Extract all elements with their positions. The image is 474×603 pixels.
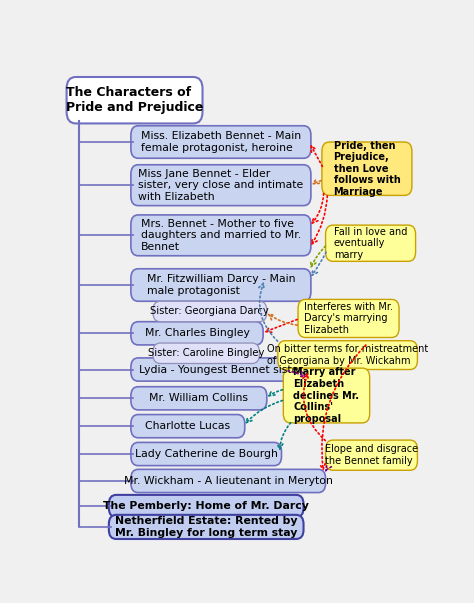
- FancyBboxPatch shape: [131, 469, 326, 493]
- FancyBboxPatch shape: [278, 341, 418, 370]
- FancyBboxPatch shape: [131, 387, 267, 410]
- FancyBboxPatch shape: [109, 495, 303, 517]
- Text: Mr. Fitzwilliam Darcy - Main
male protagonist: Mr. Fitzwilliam Darcy - Main male protag…: [146, 274, 295, 296]
- Text: Netherfield Estate: Rented by
Mr. Bingley for long term stay: Netherfield Estate: Rented by Mr. Bingle…: [115, 516, 298, 538]
- FancyBboxPatch shape: [131, 269, 311, 302]
- FancyBboxPatch shape: [131, 165, 311, 206]
- FancyBboxPatch shape: [298, 300, 399, 338]
- Text: Fall in love and
eventually
marry: Fall in love and eventually marry: [334, 227, 407, 260]
- FancyBboxPatch shape: [326, 225, 416, 261]
- Text: The Characters of
Pride and Prejudice: The Characters of Pride and Prejudice: [66, 86, 203, 114]
- FancyBboxPatch shape: [131, 358, 311, 381]
- Text: Lady Catherine de Bourgh: Lady Catherine de Bourgh: [135, 449, 278, 459]
- FancyBboxPatch shape: [66, 77, 202, 124]
- Text: Mr. Charles Bingley: Mr. Charles Bingley: [145, 328, 249, 338]
- FancyBboxPatch shape: [131, 126, 311, 158]
- FancyBboxPatch shape: [153, 343, 259, 364]
- Text: Sister: Caroline Bingley: Sister: Caroline Bingley: [148, 349, 264, 358]
- FancyBboxPatch shape: [131, 414, 245, 438]
- Text: Marry after
Elizabeth
declines Mr.
Collins'
proposal: Marry after Elizabeth declines Mr. Colli…: [293, 367, 359, 424]
- Text: Miss Jane Bennet - Elder
sister, very close and intimate
with Elizabeth: Miss Jane Bennet - Elder sister, very cl…: [138, 169, 303, 202]
- Text: The Pemberly: Home of Mr. Darcy: The Pemberly: Home of Mr. Darcy: [103, 501, 309, 511]
- Text: Miss. Elizabeth Bennet - Main
female protagonist, heroine: Miss. Elizabeth Bennet - Main female pro…: [141, 131, 301, 153]
- Text: Charlotte Lucas: Charlotte Lucas: [145, 421, 230, 431]
- Text: Pride, then
Prejudice,
then Love
follows with
Marriage: Pride, then Prejudice, then Love follows…: [334, 140, 400, 197]
- FancyBboxPatch shape: [322, 142, 412, 195]
- Text: Mr. William Collins: Mr. William Collins: [149, 393, 248, 403]
- FancyBboxPatch shape: [109, 515, 303, 539]
- Text: Interferes with Mr.
Darcy's marrying
Elizabeth: Interferes with Mr. Darcy's marrying Eli…: [304, 302, 393, 335]
- Text: Sister: Georgiana Darcy: Sister: Georgiana Darcy: [150, 306, 269, 317]
- Text: Mrs. Bennet - Mother to five
daughters and married to Mr.
Bennet: Mrs. Bennet - Mother to five daughters a…: [141, 219, 301, 252]
- FancyBboxPatch shape: [153, 302, 267, 321]
- FancyBboxPatch shape: [131, 215, 311, 256]
- Text: On bitter terms for mistreatment
of Georgiana by Mr. Wickahm: On bitter terms for mistreatment of Geor…: [267, 344, 428, 366]
- Text: Lydia - Youngest Bennet sister: Lydia - Youngest Bennet sister: [139, 365, 303, 374]
- FancyBboxPatch shape: [131, 321, 263, 345]
- FancyBboxPatch shape: [131, 443, 282, 466]
- FancyBboxPatch shape: [283, 368, 370, 423]
- Text: Mr. Wickham - A lieutenant in Meryton: Mr. Wickham - A lieutenant in Meryton: [124, 476, 333, 486]
- FancyBboxPatch shape: [326, 440, 418, 470]
- Text: Elope and disgrace
the Bennet family: Elope and disgrace the Bennet family: [325, 444, 418, 466]
